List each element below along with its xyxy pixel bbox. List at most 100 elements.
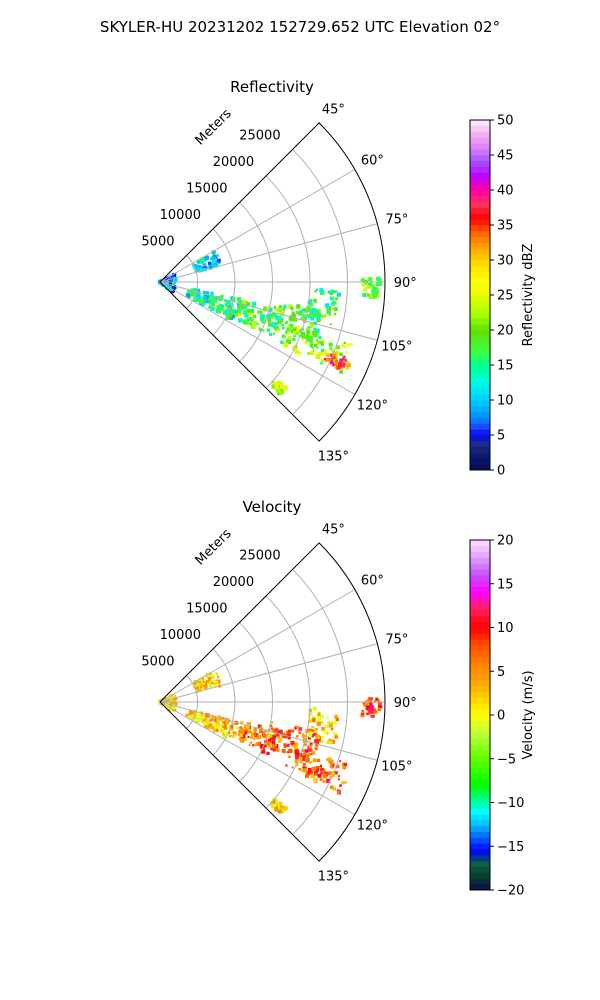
echo-gate: [243, 737, 247, 742]
echo-gate: [375, 697, 379, 701]
echo-gate: [312, 706, 317, 711]
colorbar-segment: [470, 155, 490, 162]
echo-gate: [292, 326, 294, 329]
colorbar-segment: [470, 131, 490, 138]
colorbar-tick-label: 45: [497, 149, 514, 164]
colorbar-segment: [470, 627, 490, 634]
echo-gate: [198, 710, 201, 714]
colorbar-segment: [470, 545, 490, 553]
colorbar-segment: [470, 236, 490, 243]
colorbar-segment: [470, 726, 490, 733]
echo-gate: [302, 754, 307, 759]
echo-gate: [199, 296, 202, 299]
azimuth-spoke: [159, 281, 378, 341]
range-tick-label: 10000: [160, 628, 201, 643]
echo-gate: [274, 384, 279, 389]
echo-gate: [342, 762, 346, 766]
echo-gate: [296, 725, 300, 729]
echo-gate: [336, 351, 339, 355]
echo-gate: [365, 705, 370, 711]
echo-gate: [259, 310, 263, 314]
colorbar-segment: [470, 755, 490, 763]
echo-gate: [320, 290, 325, 295]
echo-gate: [308, 340, 312, 344]
echo-gate: [298, 768, 301, 771]
echo-gate: [336, 292, 341, 297]
echo-gate: [193, 298, 198, 303]
echo-gate: [347, 361, 351, 364]
colorbar-segment: [470, 592, 490, 599]
echo-gate: [305, 338, 310, 342]
echo-gate: [321, 348, 325, 352]
echo-gate: [376, 282, 380, 286]
echo-gate: [363, 702, 368, 707]
echo-gate: [335, 297, 339, 301]
range-tick-label: 5000: [141, 655, 174, 670]
echo-gate: [341, 357, 345, 361]
echo-gate: [270, 747, 273, 751]
echo-gate: [310, 749, 313, 752]
echo-gate: [312, 751, 316, 755]
echo-gate: [363, 287, 368, 291]
echo-gate: [280, 311, 285, 316]
echo-gate: [266, 306, 270, 309]
echo-gate: [192, 292, 196, 297]
echo-gate: [222, 733, 225, 736]
echo-gate: [369, 709, 374, 714]
reflectivity-panel: Reflectivity 5000 10000 15000 20000 25000 45…: [141, 78, 536, 479]
echo-gate: [307, 301, 311, 305]
echo-gate: [226, 305, 232, 311]
echo-gate: [313, 770, 317, 773]
echo-gate: [296, 311, 300, 314]
echo-gate: [225, 726, 230, 731]
echo-gate: [286, 730, 290, 735]
colorbar-segment: [470, 382, 490, 389]
echo-gate: [195, 269, 199, 272]
echo-gate: [317, 758, 321, 763]
echo-gate: [263, 307, 268, 312]
reflectivity-azimuth-ticks: 45° 60° 75° 90° 105° 120° 135°: [318, 103, 417, 465]
colorbar-segment: [470, 808, 490, 815]
echo-gate: [328, 771, 333, 776]
colorbar-segment: [470, 295, 490, 302]
echo-gate: [360, 278, 365, 283]
azimuth-tick-label: 135°: [318, 449, 349, 464]
echo-gate: [335, 290, 338, 293]
echo-gate: [329, 785, 334, 789]
echo-gate: [327, 720, 331, 725]
echo-gate: [308, 719, 312, 723]
echo-gate: [367, 708, 370, 711]
echo-gate: [267, 322, 272, 327]
echo-gate: [335, 764, 340, 769]
echo-gate: [283, 806, 288, 811]
echo-gate: [244, 304, 247, 308]
echo-gate: [204, 255, 209, 261]
colorbar-segment: [470, 335, 490, 343]
echo-gate: [275, 322, 279, 326]
echo-gate: [224, 299, 227, 303]
echo-gate: [273, 328, 277, 332]
echo-gate: [320, 735, 324, 739]
echo-gate: [346, 343, 350, 347]
echo-gate: [208, 301, 212, 304]
echo-gate: [228, 735, 231, 738]
echo-gate: [316, 716, 322, 722]
echo-gate: [333, 312, 337, 316]
echo-gate: [314, 772, 318, 776]
echo-gate: [278, 737, 283, 742]
colorbar-tick-label: 30: [497, 254, 514, 269]
echo-gate: [303, 751, 307, 756]
echo-gate: [300, 309, 304, 313]
echo-gate: [275, 314, 278, 317]
echo-gate: [226, 300, 231, 305]
echo-gate: [211, 256, 216, 261]
colorbar-segment: [470, 645, 490, 652]
colorbar-tick-label: 40: [497, 184, 514, 199]
echo-gate: [276, 327, 280, 331]
echo-gate: [309, 343, 313, 348]
sector-outline: [159, 542, 386, 862]
echo-gate: [305, 774, 309, 778]
echo-gate: [259, 729, 263, 734]
colorbar-segment: [470, 452, 490, 459]
echo-gate: [306, 753, 310, 758]
